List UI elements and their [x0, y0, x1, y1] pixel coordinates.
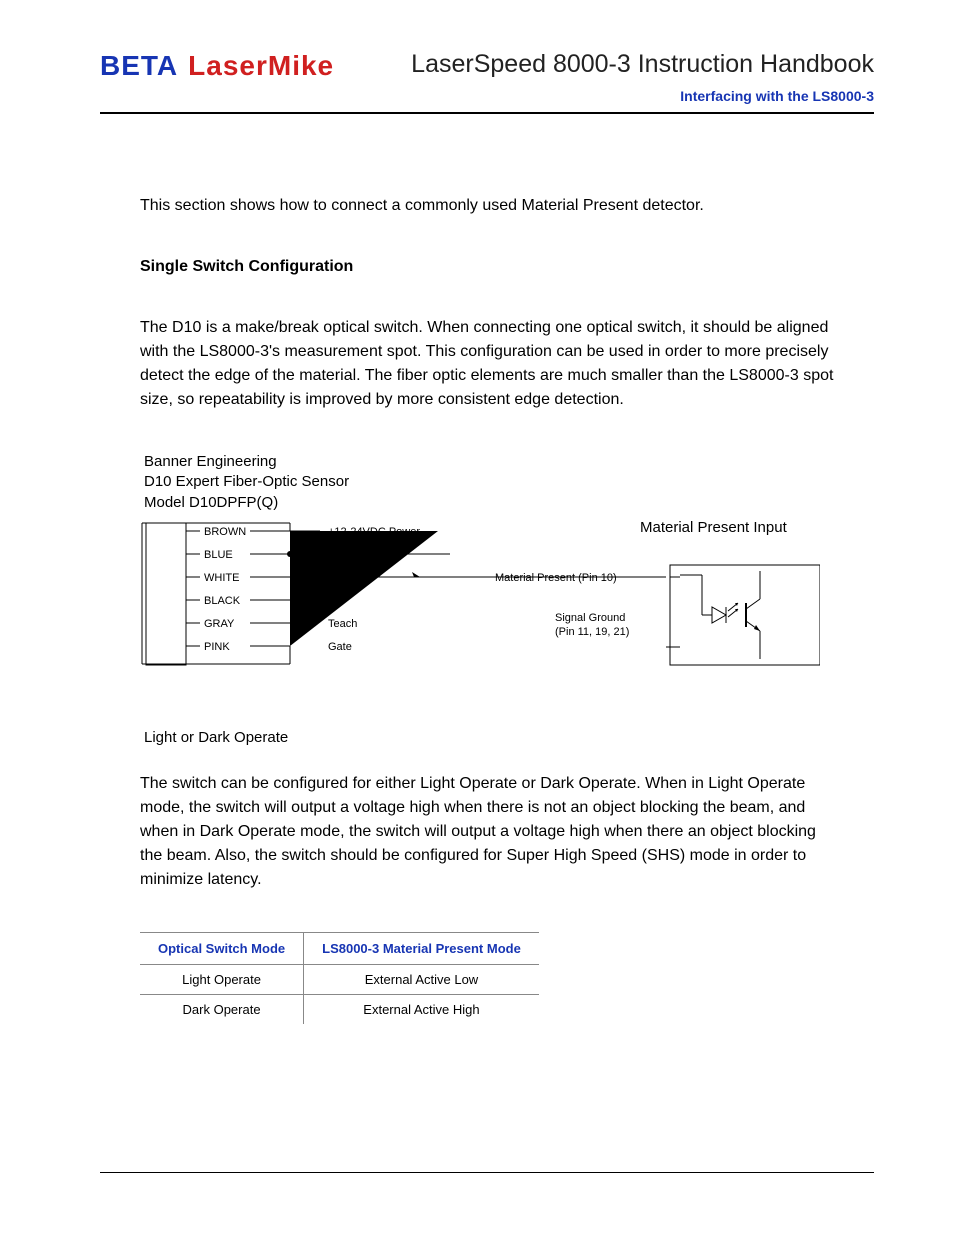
section-subtitle: Interfacing with the LS8000-3 [100, 88, 874, 104]
table-row: Light Operate External Active Low [140, 964, 539, 994]
table-cell: Dark Operate [140, 994, 304, 1024]
svg-text:Material Present Input: Material Present Input [640, 519, 788, 536]
footer-rule [100, 1172, 874, 1173]
svg-text:Gate: Gate [328, 641, 352, 653]
page: BETA LaserMike LaserSpeed 8000-3 Instruc… [0, 0, 954, 1235]
table-cell: External Active Low [304, 964, 539, 994]
diagram-caption-line1: Banner Engineering [144, 453, 277, 470]
document-title: LaserSpeed 8000-3 Instruction Handbook [411, 50, 874, 79]
table-cell: Light Operate [140, 964, 304, 994]
header-rule [100, 112, 874, 114]
wiring-diagram: Banner Engineering D10 Expert Fiber-Opti… [140, 452, 834, 746]
paragraph-2: The D10 is a make/break optical switch. … [140, 316, 834, 412]
mode-table: Optical Switch Mode LS8000-3 Material Pr… [140, 932, 834, 1024]
logo-lasermike-text: LaserMike [188, 50, 334, 82]
diagram-bottom-caption: Light or Dark Operate [140, 729, 834, 746]
intro-paragraph: This section shows how to connect a comm… [140, 194, 834, 218]
svg-text:Material Present (Pin 10): Material Present (Pin 10) [495, 572, 617, 584]
table-header-1: LS8000-3 Material Present Mode [304, 932, 539, 964]
diagram-svg: BROWNBLUEWHITEBLACKGRAYPINK+12-24VDC Pow… [140, 517, 820, 727]
mode-table-el: Optical Switch Mode LS8000-3 Material Pr… [140, 932, 539, 1024]
table-header-0: Optical Switch Mode [140, 932, 304, 964]
body: This section shows how to connect a comm… [100, 194, 874, 1024]
table-row: Dark Operate External Active High [140, 994, 539, 1024]
svg-text:BLUE: BLUE [204, 549, 233, 561]
svg-text:Signal Ground: Signal Ground [555, 612, 625, 624]
table-cell: External Active High [304, 994, 539, 1024]
paragraph-3: The switch can be configured for either … [140, 772, 834, 892]
diagram-caption-line2: D10 Expert Fiber-Optic Sensor [144, 473, 349, 490]
diagram-caption: Banner Engineering D10 Expert Fiber-Opti… [140, 452, 834, 513]
svg-text:(Pin 11, 19, 21): (Pin 11, 19, 21) [555, 626, 629, 638]
svg-text:WHITE: WHITE [204, 572, 239, 584]
logo: BETA LaserMike [100, 50, 334, 82]
svg-text:BROWN: BROWN [204, 526, 246, 538]
svg-text:BLACK: BLACK [204, 595, 241, 607]
section-heading: Single Switch Configuration [140, 258, 834, 276]
header-row: BETA LaserMike LaserSpeed 8000-3 Instruc… [100, 50, 874, 82]
diagram-caption-line3: Model D10DPFP(Q) [144, 494, 278, 511]
svg-text:Teach: Teach [328, 618, 357, 630]
svg-text:GRAY: GRAY [204, 618, 235, 630]
svg-text:PINK: PINK [204, 641, 230, 653]
logo-beta-text: BETA [100, 50, 178, 82]
